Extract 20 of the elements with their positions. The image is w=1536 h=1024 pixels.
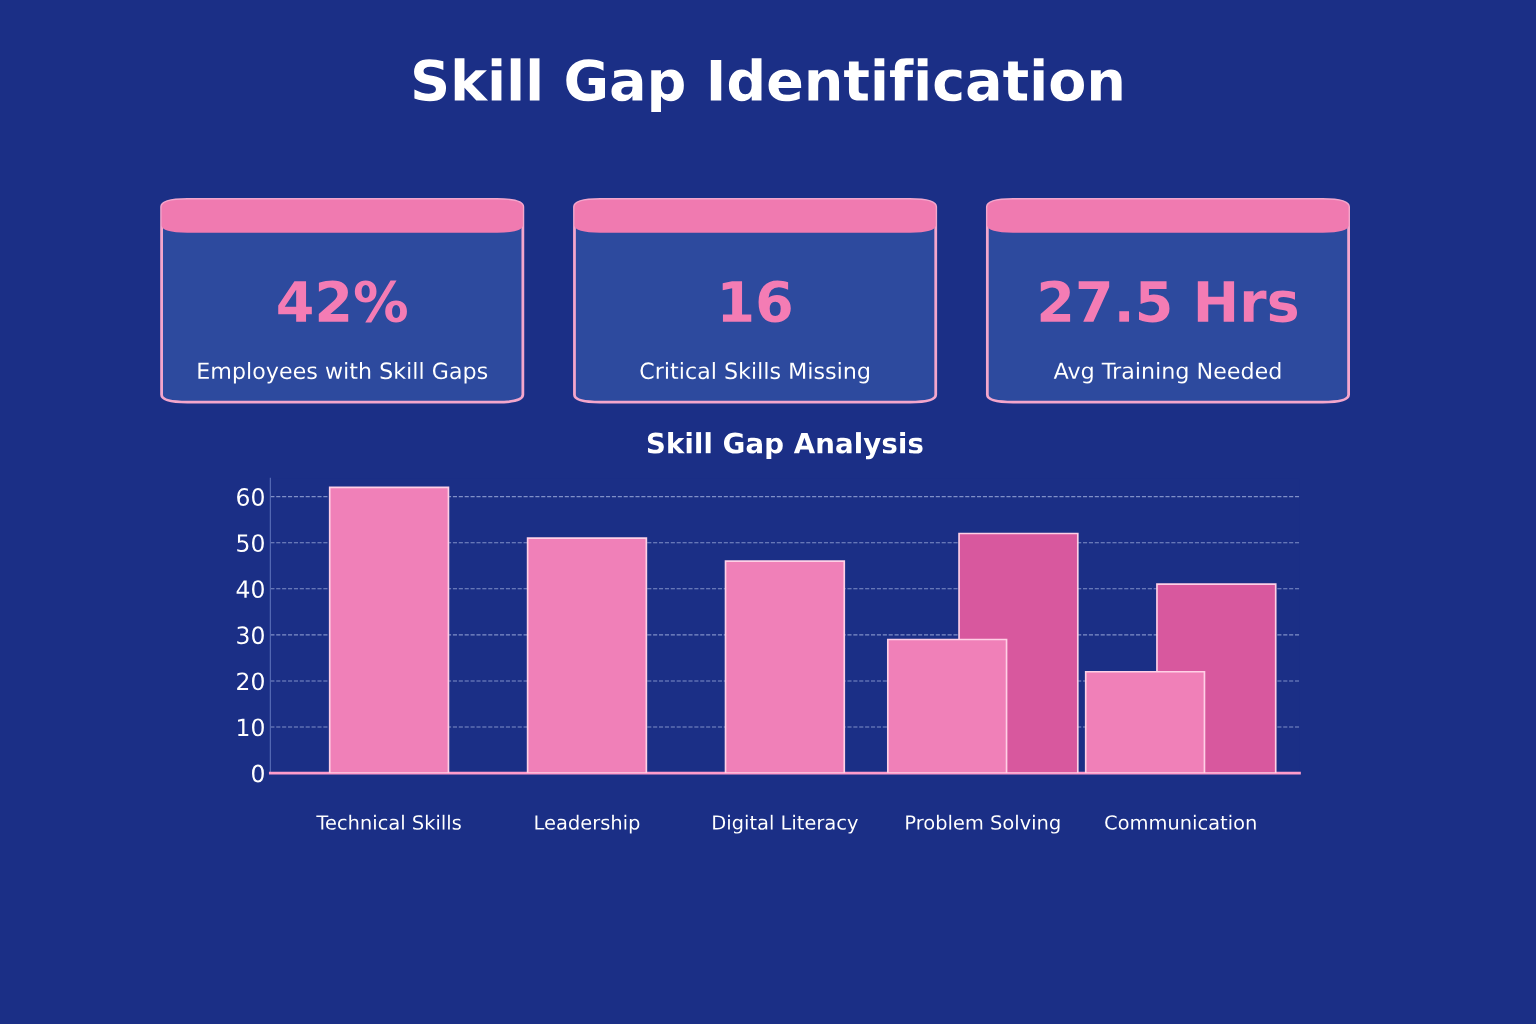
- x-tick-label: Communication: [1105, 814, 1256, 830]
- text: Critical Skills Missing: [640, 361, 869, 384]
- y-tick-label: 30: [237, 626, 264, 645]
- text: Skill Gap Identification: [414, 58, 1122, 113]
- text: 16: [722, 280, 791, 323]
- y-tick-label: 40: [236, 580, 264, 599]
- x-tick-label: Problem Solving: [906, 814, 1060, 834]
- y-tick-label: 0: [252, 764, 264, 783]
- text: Employees with Skill Gaps: [198, 361, 488, 384]
- x-tick-label: Leadership: [535, 814, 640, 834]
- x-tick-label: Technical Skills: [316, 814, 461, 830]
- x-tick-label: Digital Literacy: [713, 814, 858, 834]
- chart-title: Skill Gap Analysis: [647, 432, 923, 460]
- text: Avg Training Needed: [1053, 361, 1281, 384]
- y-tick-label: 50: [237, 534, 264, 553]
- y-tick-label: 60: [237, 488, 264, 506]
- y-tick-label: 10: [238, 718, 264, 737]
- text: 42%: [278, 280, 407, 323]
- y-tick-label: 20: [237, 672, 264, 691]
- text: 27.5 Hrs: [1040, 280, 1298, 323]
